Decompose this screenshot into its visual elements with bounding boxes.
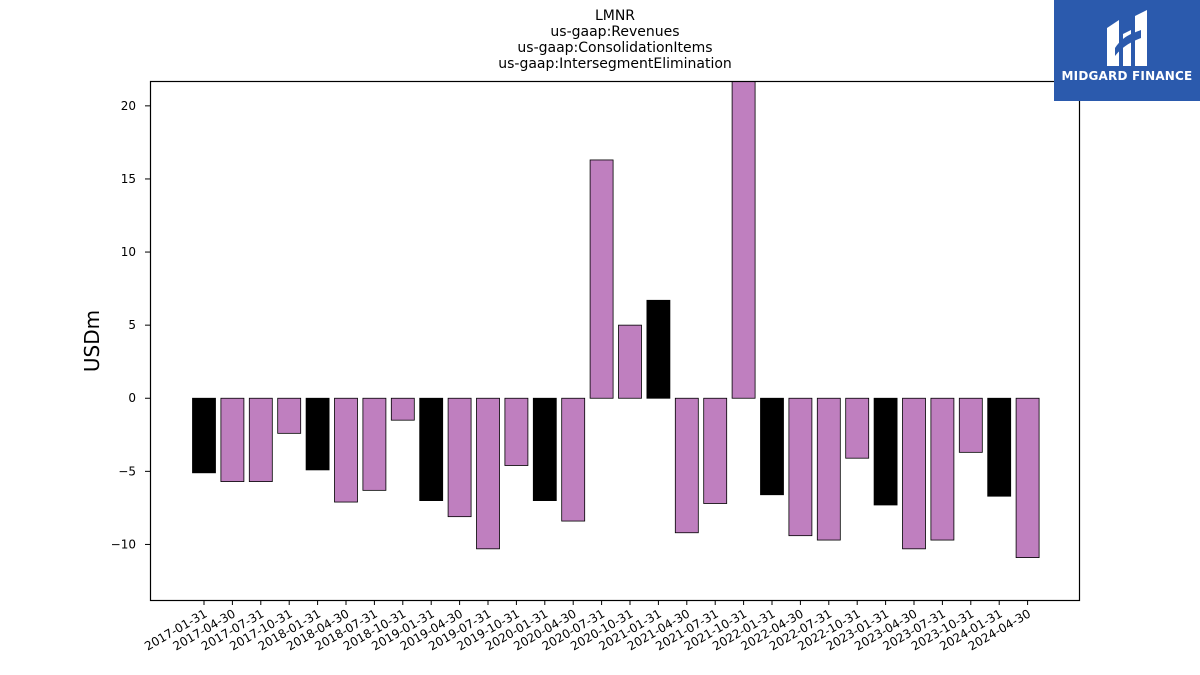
y-tick-label: −5 xyxy=(118,464,136,478)
y-axis-label: USDm xyxy=(80,310,104,372)
bar-2022-04-30 xyxy=(788,397,813,537)
chart-title-line-1: LMNR xyxy=(594,8,636,24)
bar-2023-04-30 xyxy=(902,397,926,550)
bar-2020-07-31 xyxy=(589,159,614,399)
brand-logo-text: MIDGARD FINANCE xyxy=(1061,69,1193,83)
bar-2017-01-31 xyxy=(192,397,216,474)
bar-2023-01-31 xyxy=(873,397,898,506)
y-axis-ticks: −10 −5 0 5 10 15 20 xyxy=(111,99,150,551)
bar-2019-10-31 xyxy=(504,397,529,466)
bar-2020-10-31 xyxy=(618,324,642,399)
bar-2021-01-31 xyxy=(646,299,671,399)
chart-title-line-4: us-gaap:IntersegmentElimination xyxy=(498,56,732,72)
bar-2023-10-31 xyxy=(958,397,983,453)
bar-2023-07-31 xyxy=(930,397,955,541)
y-tick-label: 0 xyxy=(128,391,136,405)
bar-2024-01-31 xyxy=(987,397,1012,497)
chart-title-line-2: us-gaap:Revenues xyxy=(550,24,680,40)
bar-2018-07-31 xyxy=(362,397,387,491)
bar-2022-10-31 xyxy=(845,397,870,459)
bar-2019-01-31 xyxy=(419,397,444,501)
bar-2017-10-31 xyxy=(277,397,302,434)
bars-group xyxy=(192,81,1040,559)
bar-2020-04-30 xyxy=(561,397,586,522)
bar-2018-10-31 xyxy=(390,397,415,421)
bar-2019-04-30 xyxy=(447,397,472,518)
bar-2021-10-31 xyxy=(731,81,756,399)
brand-logo-icon xyxy=(1107,10,1147,66)
bar-2022-07-31 xyxy=(816,397,841,541)
bar-2017-07-31 xyxy=(248,397,273,482)
brand-logo: MIDGARD FINANCE xyxy=(1054,0,1200,101)
bar-2018-01-31 xyxy=(305,397,330,471)
bar-2020-01-31 xyxy=(532,397,557,501)
x-axis-ticks: 2017-01-312017-04-302017-07-312017-10-31… xyxy=(142,600,1033,653)
plot-frame xyxy=(149,80,1081,602)
bar-2024-04-30 xyxy=(1015,397,1040,559)
y-tick-label: 5 xyxy=(128,318,136,332)
chart-title-line-3: us-gaap:ConsolidationItems xyxy=(517,40,713,56)
bar-2021-04-30 xyxy=(674,397,699,534)
y-tick-label: −10 xyxy=(111,537,136,551)
bar-2022-01-31 xyxy=(760,397,784,496)
y-tick-label: 15 xyxy=(121,172,136,186)
y-tick-label: 20 xyxy=(121,99,136,113)
bar-2018-04-30 xyxy=(334,397,358,503)
y-tick-label: 10 xyxy=(121,245,136,259)
bar-2019-07-31 xyxy=(476,397,500,550)
bar-2017-04-30 xyxy=(220,397,245,482)
bar-2021-07-31 xyxy=(703,397,728,504)
